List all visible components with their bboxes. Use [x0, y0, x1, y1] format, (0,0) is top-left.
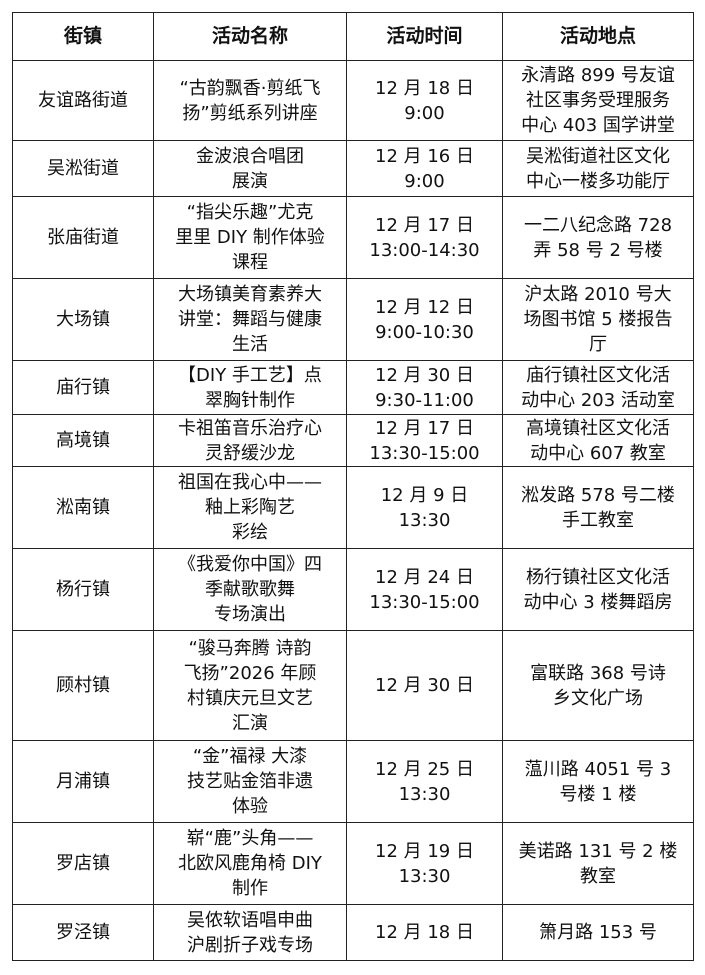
cell-town: 张庙街道 — [12, 196, 154, 279]
cell-activity-time: 12 月 17 日 13:30-15:00 — [346, 414, 503, 467]
cell-town: 吴淞街道 — [12, 140, 154, 197]
cell-activity-name: “指尖乐趣”尤克 里里 DIY 制作体验 课程 — [153, 196, 347, 279]
cell-activity-location: 美诺路 131 号 2 楼 教室 — [502, 822, 694, 905]
cell-activity-location: 富联路 368 号诗 乡文化广场 — [502, 630, 694, 741]
header-town: 街镇 — [12, 12, 154, 61]
cell-town: 月浦镇 — [12, 740, 154, 823]
cell-town: 友谊路街道 — [12, 60, 154, 141]
cell-activity-location: 淞发路 578 号二楼 手工教室 — [502, 466, 694, 549]
table-row: 友谊路街道 “古韵飘香·剪纸飞 扬”剪纸系列讲座 12 月 18 日 9:00 永清路… — [12, 60, 694, 141]
cell-activity-location: 高境镇社区文化活 动中心 607 教室 — [502, 414, 694, 467]
cell-town: 庙行镇 — [12, 360, 154, 415]
cell-activity-name: 大场镇美育素养大 讲堂：舞蹈与健康 生活 — [153, 278, 347, 361]
header-activity-name: 活动名称 — [153, 12, 347, 61]
table-body: 友谊路街道 “古韵飘香·剪纸飞 扬”剪纸系列讲座 12 月 18 日 9:00 永清路… — [12, 60, 694, 961]
cell-activity-time: 12 月 25 日 13:30 — [346, 740, 503, 823]
cell-activity-name: “古韵飘香·剪纸飞 扬”剪纸系列讲座 — [153, 60, 347, 141]
cell-activity-name: 祖国在我心中—— 釉上彩陶艺 彩绘 — [153, 466, 347, 549]
cell-activity-location: 蕰川路 4051 号 3 号楼 1 楼 — [502, 740, 694, 823]
table-row: 吴淞街道 金波浪合唱团 展演 12 月 16 日 9:00 吴淞街道社区文化 中心一楼… — [12, 140, 694, 197]
cell-activity-location: 庙行镇社区文化活 动中心 203 活动室 — [502, 360, 694, 415]
cell-activity-location: 永清路 899 号友谊 社区事务受理服务 中心 403 国学讲堂 — [502, 60, 694, 141]
cell-town: 顾村镇 — [12, 630, 154, 741]
cell-activity-time: 12 月 30 日 — [346, 630, 503, 741]
cell-activity-location: 吴淞街道社区文化 中心一楼多功能厅 — [502, 140, 694, 197]
cell-town: 大场镇 — [12, 278, 154, 361]
table-row: 顾村镇 “骏马奔腾 诗韵 飞扬”2026 年顾 村镇庆元旦文艺 汇演 12 月 30… — [12, 630, 694, 741]
cell-activity-name: 金波浪合唱团 展演 — [153, 140, 347, 197]
table-row: 罗店镇 崭“鹿”头角—— 北欧风鹿角椅 DIY 制作 12 月 19 日 13:30… — [12, 822, 694, 905]
table-row: 月浦镇 “金”福禄 大漆 技艺贴金箔非遗 体验 12 月 25 日 13:30 蕰川路… — [12, 740, 694, 823]
activity-schedule-table: 街镇 活动名称 活动时间 活动地点 友谊路街道 “古韵飘香·剪纸飞 扬”剪纸系列讲… — [12, 12, 694, 961]
table-row: 淞南镇 祖国在我心中—— 釉上彩陶艺 彩绘 12 月 9 日 13:30 淞发路 57… — [12, 466, 694, 549]
cell-activity-time: 12 月 12 日 9:00-10:30 — [346, 278, 503, 361]
table-row: 高境镇 卡祖笛音乐治疗心 灵舒缓沙龙 12 月 17 日 13:30-15:00 高境… — [12, 414, 694, 467]
cell-activity-name: 《我爱你中国》四 季献歌歌舞 专场演出 — [153, 548, 347, 631]
cell-activity-time: 12 月 18 日 — [346, 904, 503, 961]
table-row: 张庙街道 “指尖乐趣”尤克 里里 DIY 制作体验 课程 12 月 17 日 13:… — [12, 196, 694, 279]
cell-town: 杨行镇 — [12, 548, 154, 631]
cell-activity-location: 沪太路 2010 号大 场图书馆 5 楼报告 厅 — [502, 278, 694, 361]
cell-town: 罗泾镇 — [12, 904, 154, 961]
table-row: 罗泾镇 吴侬软语唱申曲 沪剧折子戏专场 12 月 18 日箫月路 153 号 — [12, 904, 694, 961]
table-row: 大场镇 大场镇美育素养大 讲堂：舞蹈与健康 生活 12 月 12 日 9:00-10… — [12, 278, 694, 361]
cell-activity-time: 12 月 17 日 13:00-14:30 — [346, 196, 503, 279]
cell-activity-name: 【DIY 手工艺】点 翠胸针制作 — [153, 360, 347, 415]
cell-activity-name: “金”福禄 大漆 技艺贴金箔非遗 体验 — [153, 740, 347, 823]
cell-activity-time: 12 月 16 日 9:00 — [346, 140, 503, 197]
cell-activity-time: 12 月 19 日 13:30 — [346, 822, 503, 905]
cell-town: 淞南镇 — [12, 466, 154, 549]
cell-town: 高境镇 — [12, 414, 154, 467]
cell-town: 罗店镇 — [12, 822, 154, 905]
cell-activity-location: 箫月路 153 号 — [502, 904, 694, 961]
cell-activity-time: 12 月 24 日 13:30-15:00 — [346, 548, 503, 631]
header-activity-time: 活动时间 — [346, 12, 503, 61]
cell-activity-time: 12 月 30 日 9:30-11:00 — [346, 360, 503, 415]
cell-activity-time: 12 月 9 日 13:30 — [346, 466, 503, 549]
table-row: 杨行镇 《我爱你中国》四 季献歌歌舞 专场演出 12 月 24 日 13:30-15… — [12, 548, 694, 631]
header-row: 街镇 活动名称 活动时间 活动地点 — [12, 12, 694, 61]
cell-activity-location: 杨行镇社区文化活 动中心 3 楼舞蹈房 — [502, 548, 694, 631]
cell-activity-name: “骏马奔腾 诗韵 飞扬”2026 年顾 村镇庆元旦文艺 汇演 — [153, 630, 347, 741]
cell-activity-time: 12 月 18 日 9:00 — [346, 60, 503, 141]
header-activity-location: 活动地点 — [502, 12, 694, 61]
cell-activity-name: 吴侬软语唱申曲 沪剧折子戏专场 — [153, 904, 347, 961]
cell-activity-location: 一二八纪念路 728 弄 58 号 2 号楼 — [502, 196, 694, 279]
cell-activity-name: 崭“鹿”头角—— 北欧风鹿角椅 DIY 制作 — [153, 822, 347, 905]
table-row: 庙行镇 【DIY 手工艺】点 翠胸针制作 12 月 30 日 9:30-11:00 庙… — [12, 360, 694, 415]
cell-activity-name: 卡祖笛音乐治疗心 灵舒缓沙龙 — [153, 414, 347, 467]
